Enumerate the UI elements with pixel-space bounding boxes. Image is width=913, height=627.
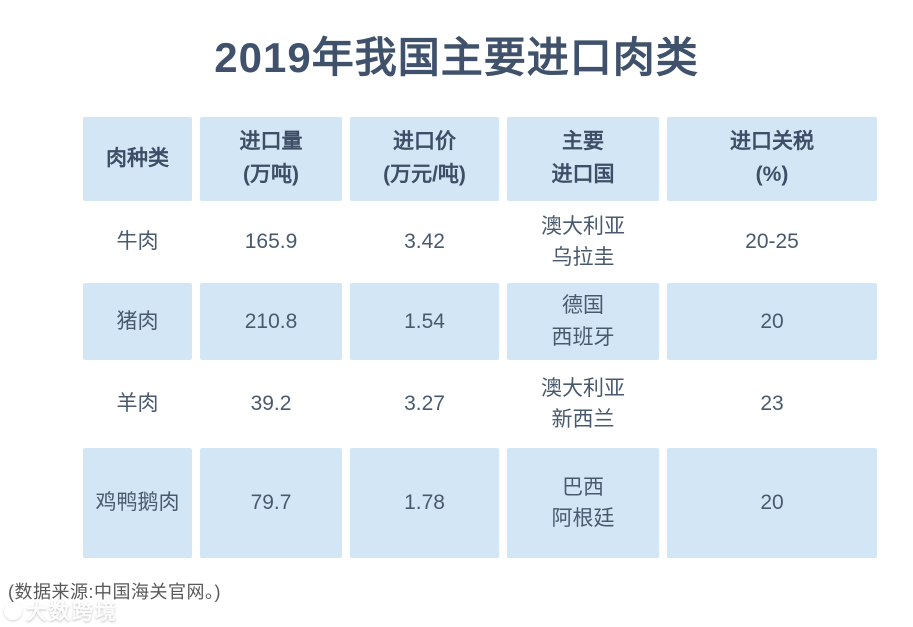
cell-beef-tariff: 20-25 <box>667 201 877 283</box>
cell-pork-type: 猪肉 <box>83 283 192 360</box>
cell-lamb-country: 澳大利亚 新西兰 <box>507 360 659 448</box>
cell-lamb-tariff: 23 <box>667 360 877 448</box>
page-title: 2019年我国主要进口肉类 <box>214 34 699 81</box>
watermark: 大数跨境 <box>4 596 118 626</box>
cell-lamb-price: 3.27 <box>350 360 499 448</box>
watermark-text: 大数跨境 <box>26 601 118 624</box>
header-main-country: 主要 进口国 <box>507 117 659 201</box>
import-meat-table: 肉种类 进口量 (万吨) 进口价 (万元/吨) 主要 进口国 进口关税 (%) … <box>83 117 877 558</box>
cell-pork-tariff: 20 <box>667 283 877 360</box>
cell-poultry-country: 巴西 阿根廷 <box>507 448 659 558</box>
data-source-note: (数据来源:中国海关官网。) <box>8 582 221 602</box>
header-meat-type: 肉种类 <box>83 117 192 201</box>
cell-beef-type: 牛肉 <box>83 201 192 283</box>
cell-poultry-type: 鸡鸭鹅肉 <box>83 448 192 558</box>
cell-poultry-price: 1.78 <box>350 448 499 558</box>
cell-poultry-tariff: 20 <box>667 448 877 558</box>
cell-pork-price: 1.54 <box>350 283 499 360</box>
watermark-logo-icon <box>4 601 24 620</box>
header-import-price: 进口价 (万元/吨) <box>350 117 499 201</box>
cell-lamb-type: 羊肉 <box>83 360 192 448</box>
cell-beef-country: 澳大利亚 乌拉圭 <box>507 201 659 283</box>
cell-beef-price: 3.42 <box>350 201 499 283</box>
cell-lamb-volume: 39.2 <box>200 360 342 448</box>
header-import-volume: 进口量 (万吨) <box>200 117 342 201</box>
cell-beef-volume: 165.9 <box>200 201 342 283</box>
header-import-tariff: 进口关税 (%) <box>667 117 877 201</box>
cell-poultry-volume: 79.7 <box>200 448 342 558</box>
cell-pork-volume: 210.8 <box>200 283 342 360</box>
cell-pork-country: 德国 西班牙 <box>507 283 659 360</box>
